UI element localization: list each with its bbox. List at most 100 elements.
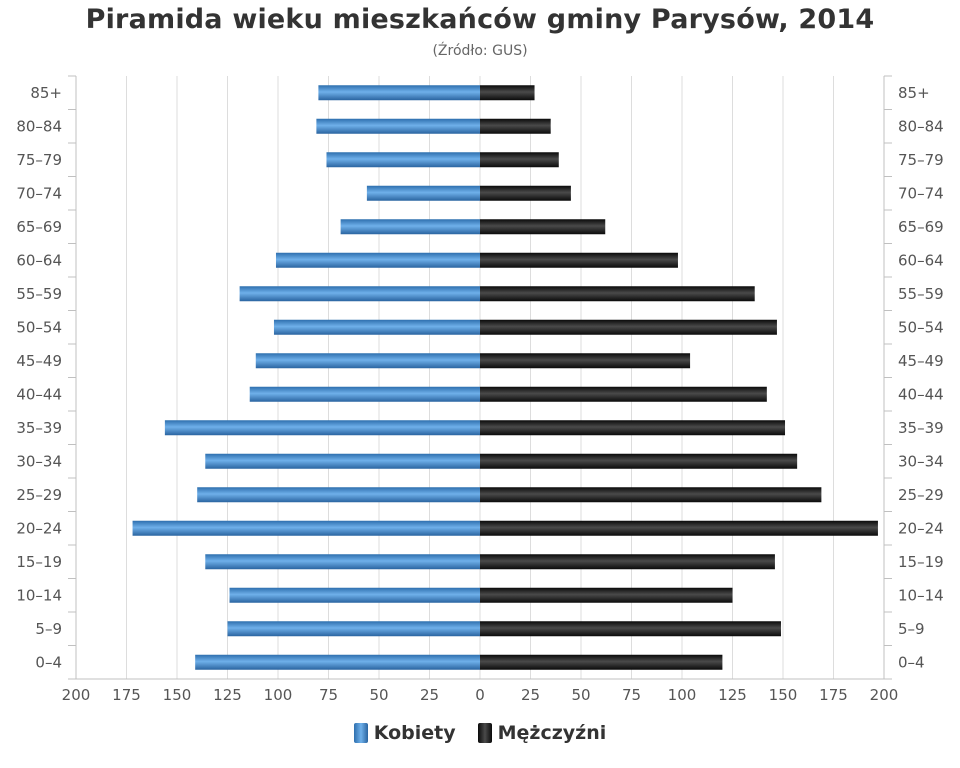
- bar-female: [205, 554, 480, 570]
- y-tick-label-left: 65–69: [16, 218, 62, 236]
- legend-label-female: Kobiety: [373, 722, 456, 744]
- bar-male: [480, 152, 559, 168]
- y-tick-label-left: 70–74: [16, 184, 62, 202]
- y-tick-label-left: 35–39: [16, 419, 62, 437]
- y-tick-label-left: 60–64: [16, 251, 62, 269]
- bar-male: [480, 118, 551, 134]
- y-tick-label-right: 70–74: [898, 184, 944, 202]
- y-tick-label-right: 45–49: [898, 352, 944, 370]
- x-tick-label: 175: [112, 686, 141, 704]
- x-tick-label: 25: [420, 686, 439, 704]
- x-tick-label: 50: [369, 686, 388, 704]
- y-tick-label-left: 20–24: [16, 519, 62, 537]
- y-tick-label-right: 55–59: [898, 285, 944, 303]
- bar-male: [480, 420, 786, 436]
- bar-female: [229, 587, 480, 603]
- x-tick-label: 75: [622, 686, 641, 704]
- bar-female: [195, 654, 480, 670]
- y-tick-label-right: 15–19: [898, 553, 944, 571]
- x-tick-label: 175: [819, 686, 848, 704]
- bar-male: [480, 286, 755, 302]
- y-tick-label-left: 75–79: [16, 151, 62, 169]
- y-tick-label-left: 5–9: [35, 620, 62, 638]
- x-tick-label: 125: [213, 686, 242, 704]
- chart-title: Piramida wieku mieszkańców gminy Parysów…: [85, 4, 875, 35]
- bar-female: [239, 286, 480, 302]
- bar-female: [249, 386, 480, 402]
- y-tick-label-left: 50–54: [16, 318, 62, 336]
- bar-female: [275, 252, 480, 268]
- y-tick-label-right: 60–64: [898, 251, 944, 269]
- bar-male: [480, 386, 767, 402]
- x-tick-label: 150: [163, 686, 192, 704]
- y-tick-label-left: 10–14: [16, 586, 62, 604]
- bar-male: [480, 353, 691, 369]
- bar-male: [480, 85, 535, 101]
- bar-male: [480, 587, 733, 603]
- y-tick-label-right: 10–14: [898, 586, 944, 604]
- chart-legend: Kobiety Mężczyźni: [0, 722, 960, 744]
- x-tick-label: 0: [475, 686, 485, 704]
- bar-female: [366, 185, 480, 201]
- bar-male: [480, 185, 571, 201]
- bar-male: [480, 487, 822, 503]
- y-tick-label-right: 50–54: [898, 318, 944, 336]
- bar-female: [197, 487, 480, 503]
- x-tick-label: 125: [718, 686, 747, 704]
- y-tick-label-left: 0–4: [35, 653, 62, 671]
- bar-female: [318, 85, 480, 101]
- legend-item-male[interactable]: Mężczyźni: [477, 722, 607, 744]
- x-tick-label: 50: [571, 686, 590, 704]
- x-tick-label: 25: [521, 686, 540, 704]
- bar-female: [316, 118, 480, 134]
- bar-female: [273, 319, 480, 335]
- chart-subtitle: (Źródło: GUS): [432, 43, 528, 59]
- x-tick-label: 75: [319, 686, 338, 704]
- bar-female: [255, 353, 480, 369]
- y-tick-label-right: 80–84: [898, 117, 944, 135]
- y-tick-label-left: 45–49: [16, 352, 62, 370]
- bar-female: [326, 152, 480, 168]
- y-tick-label-right: 30–34: [898, 452, 944, 470]
- x-tick-label: 200: [62, 686, 91, 704]
- x-tick-label: 200: [870, 686, 899, 704]
- bar-male: [480, 319, 777, 335]
- bar-female: [227, 621, 480, 637]
- bar-female: [164, 420, 480, 436]
- x-tick-label: 100: [668, 686, 697, 704]
- bar-male: [480, 621, 781, 637]
- y-tick-label-left: 55–59: [16, 285, 62, 303]
- bar-male: [480, 554, 775, 570]
- y-tick-label-left: 30–34: [16, 452, 62, 470]
- bar-male: [480, 520, 878, 536]
- legend-swatch-male: [477, 723, 492, 743]
- y-tick-label-right: 5–9: [898, 620, 925, 638]
- bar-female: [205, 453, 480, 469]
- y-tick-label-right: 35–39: [898, 419, 944, 437]
- bar-male: [480, 453, 798, 469]
- y-tick-label-right: 0–4: [898, 653, 925, 671]
- bar-female: [132, 520, 480, 536]
- bar-female: [340, 219, 480, 235]
- y-tick-label-right: 20–24: [898, 519, 944, 537]
- y-tick-label-right: 40–44: [898, 385, 944, 403]
- bar-male: [480, 252, 678, 268]
- y-tick-label-left: 25–29: [16, 486, 62, 504]
- y-tick-label-right: 65–69: [898, 218, 944, 236]
- y-tick-label-right: 85+: [898, 84, 930, 102]
- y-tick-label-right: 25–29: [898, 486, 944, 504]
- bar-male: [480, 219, 606, 235]
- x-tick-label: 100: [264, 686, 293, 704]
- y-tick-label-right: 75–79: [898, 151, 944, 169]
- y-tick-label-left: 85+: [30, 84, 62, 102]
- x-tick-label: 150: [769, 686, 798, 704]
- y-tick-label-left: 40–44: [16, 385, 62, 403]
- y-tick-label-left: 15–19: [16, 553, 62, 571]
- y-tick-label-left: 80–84: [16, 117, 62, 135]
- legend-swatch-female: [353, 723, 368, 743]
- bar-male: [480, 654, 723, 670]
- legend-label-male: Mężczyźni: [497, 722, 607, 744]
- legend-item-female[interactable]: Kobiety: [353, 722, 456, 744]
